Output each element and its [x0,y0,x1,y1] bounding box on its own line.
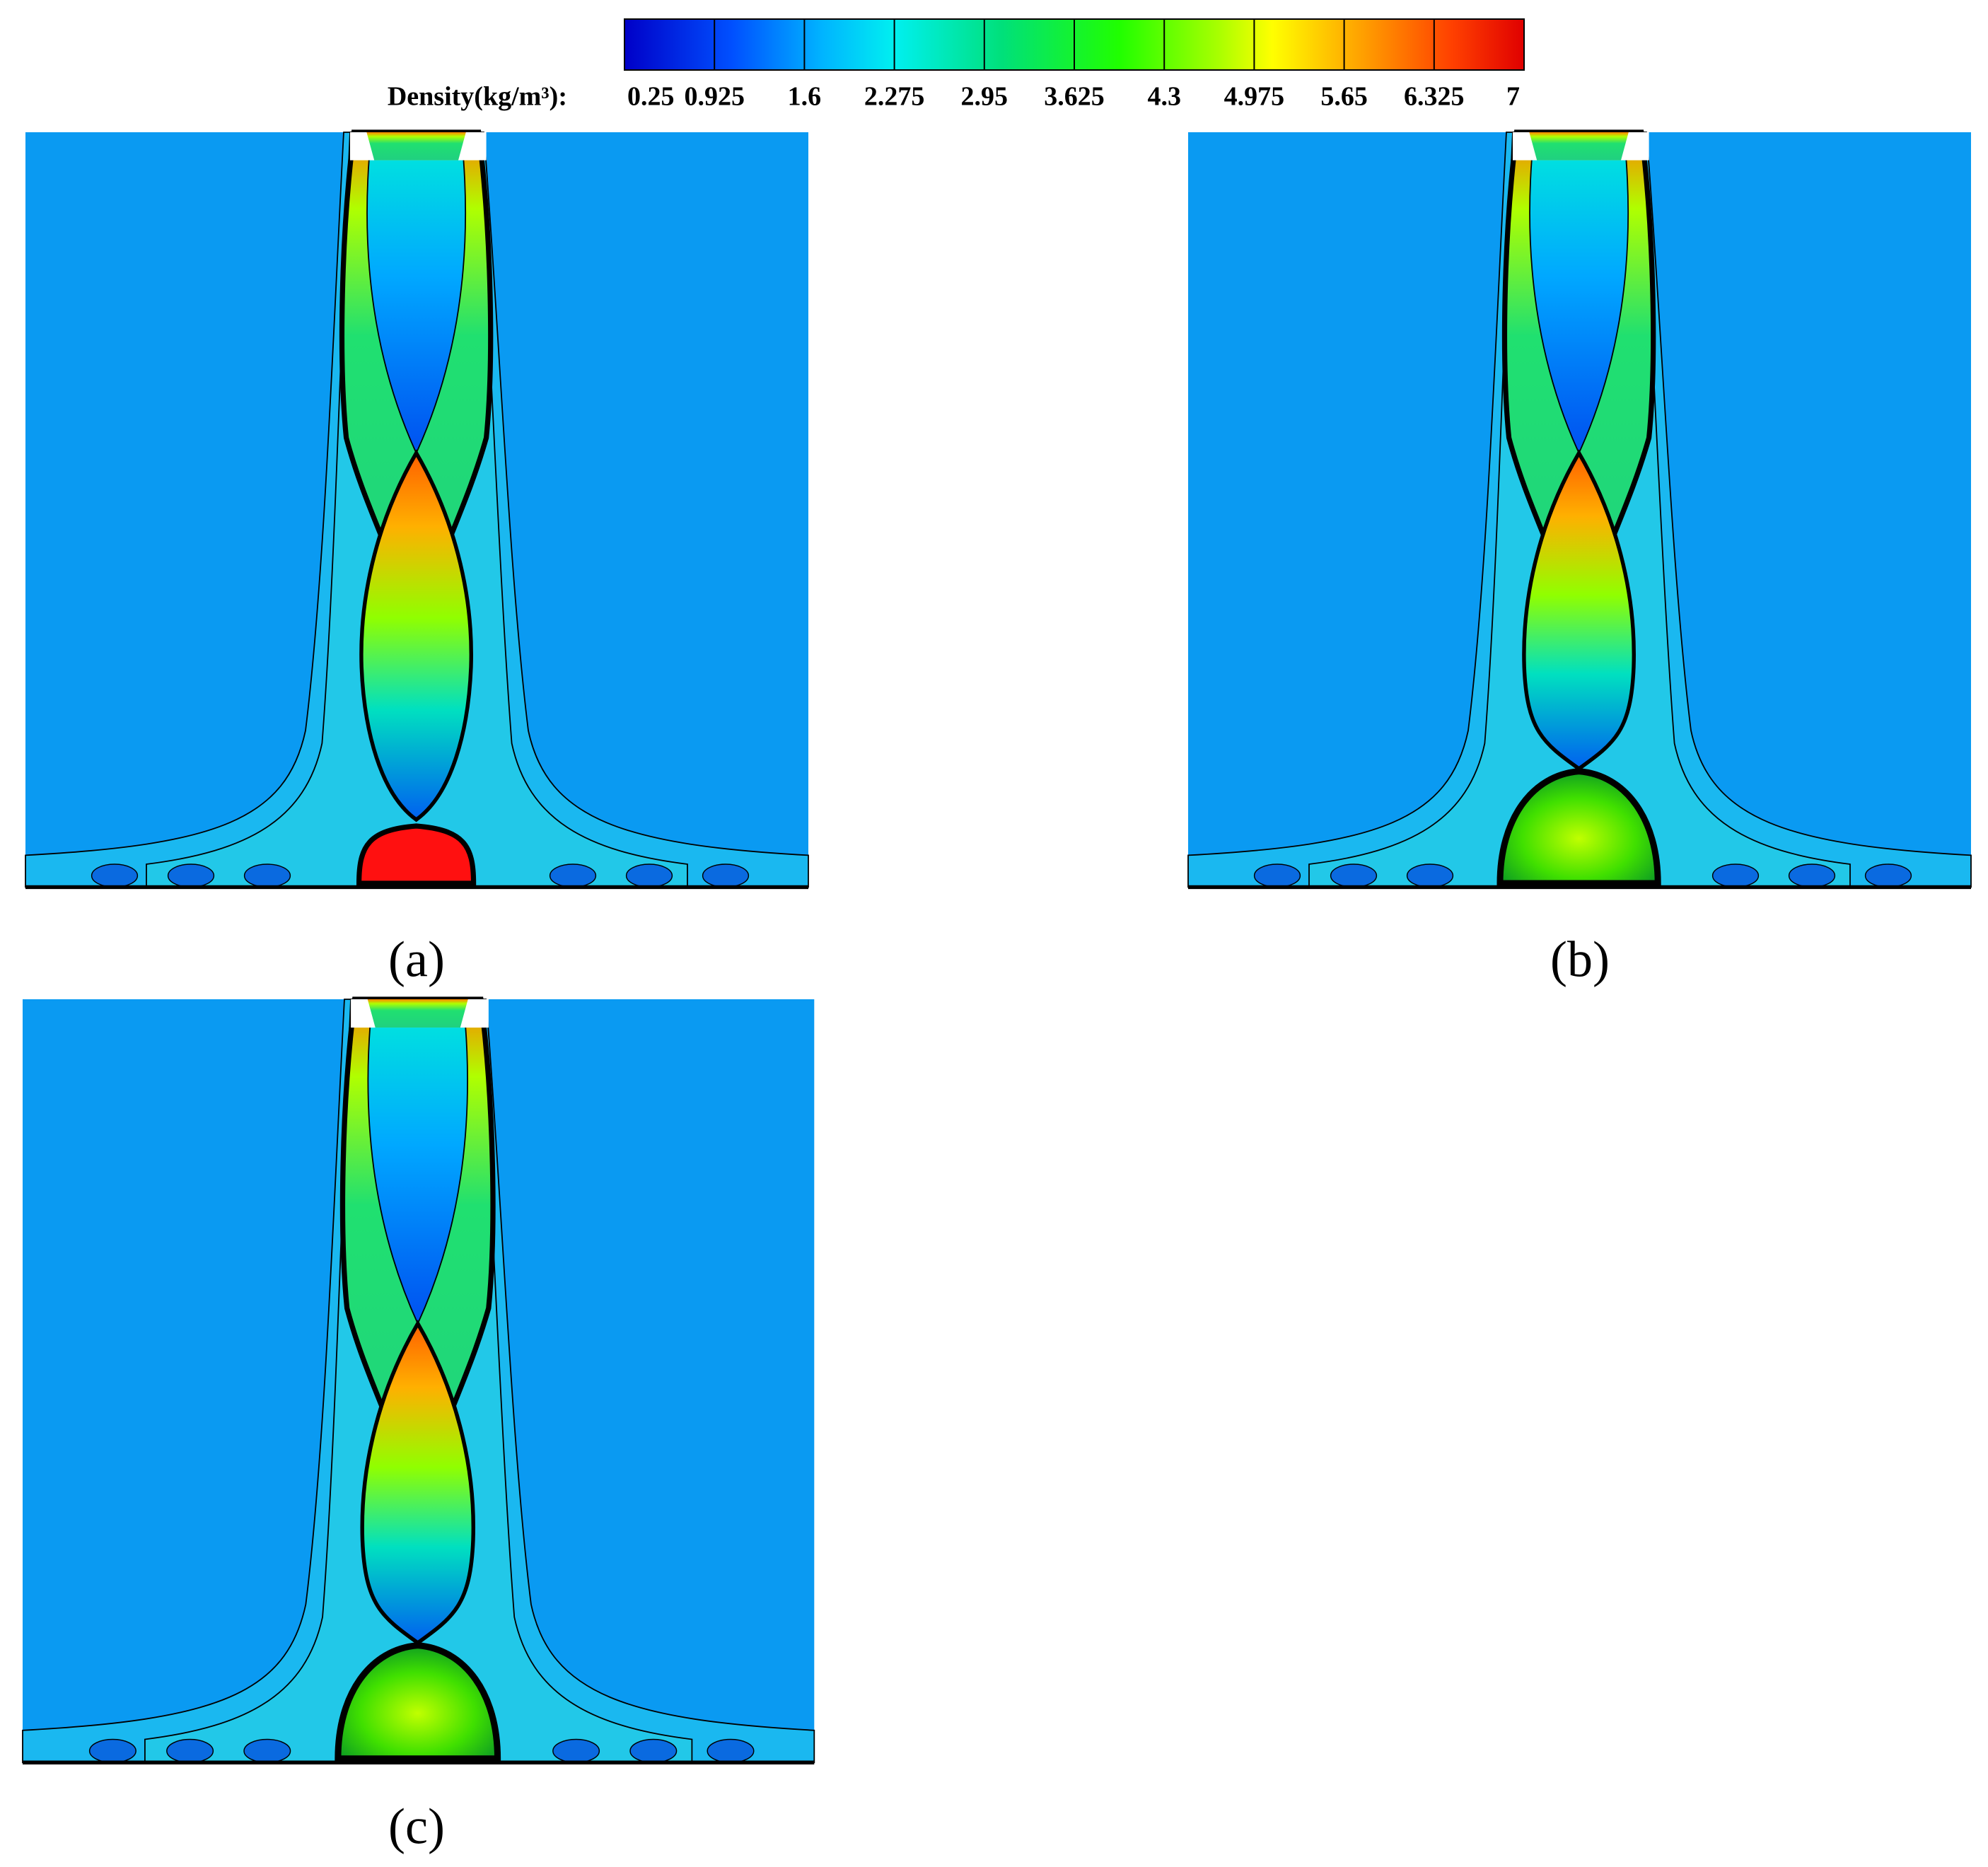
nozzle-exit [367,999,468,1028]
vortex [167,863,215,888]
vortex [243,863,291,888]
panel-label: (a) [388,931,445,988]
vortex [88,1738,136,1763]
vortex [1711,863,1760,888]
colorbar-tick-label: 5.65 [1320,82,1368,112]
colorbar-tick-label: 2.275 [864,82,925,112]
vortex [629,1738,678,1763]
shock-cell-2 [359,449,473,822]
colorbar-tick-label: 1.6 [788,82,822,112]
vortex [1330,863,1378,888]
contour-panel [25,129,809,890]
nozzle-exit [366,132,466,161]
vortex [1788,863,1836,888]
nozzle-exit [1529,132,1629,161]
panel-label: (b) [1550,931,1610,988]
colorbar-tick-label: 0.925 [684,82,745,112]
vortex [707,1738,755,1763]
vortex [549,863,597,888]
vortex [91,863,139,888]
stagnation-zone [356,823,477,886]
colorbar-tick-label: 0.25 [627,82,675,112]
vortex [552,1738,600,1763]
vortex [1253,863,1301,888]
vortex [1406,863,1454,888]
panel-label: (c) [388,1798,445,1855]
colorbar-tick-label: 3.625 [1044,82,1105,112]
contour-panel [22,996,815,1764]
vortex [243,1738,291,1763]
vortex [625,863,673,888]
vortex [1864,863,1912,888]
colorbar-tick-label: 2.95 [961,82,1008,112]
colorbar-tick-label: 6.325 [1404,82,1465,112]
colorbar-tick-label: 4.975 [1224,82,1285,112]
stagnation-dome [1496,768,1661,887]
colorbar-label: Density(kg/m³): [388,82,567,112]
vortex [702,863,750,888]
colorbar-tick-label: 7 [1506,82,1520,112]
colorbar-tick-label: 4.3 [1147,82,1181,112]
stagnation-dome [335,1642,501,1762]
contour-panel [1187,129,1972,890]
vortex [166,1738,214,1763]
